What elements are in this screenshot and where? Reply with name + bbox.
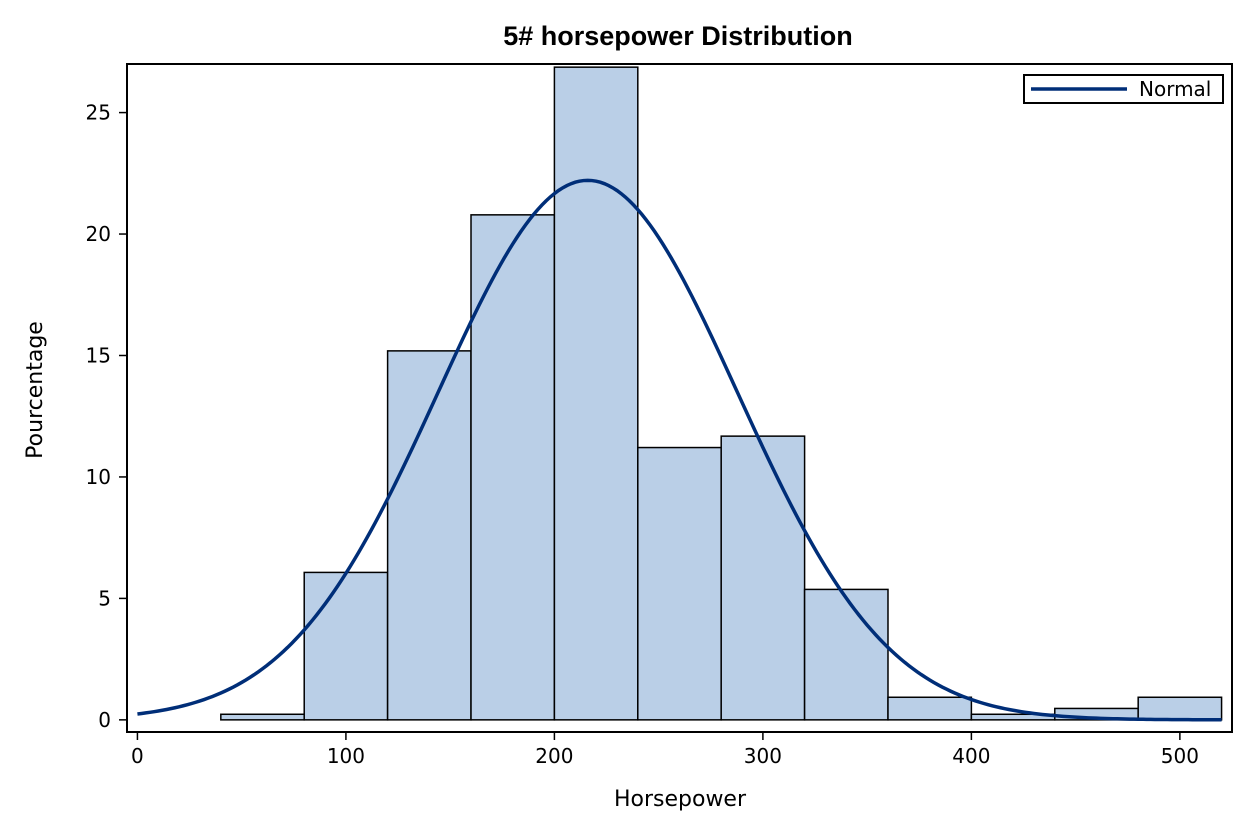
- histogram-bar-6: [720, 435, 806, 721]
- histogram-bar-3: [470, 214, 556, 721]
- x-tick-label-400: 400: [952, 744, 990, 768]
- histogram-bar-11: [1137, 696, 1223, 721]
- x-axis: 0 100 200 300 400 500: [131, 732, 1199, 768]
- histogram-bar-4: [553, 66, 639, 721]
- chart-title: 5# horsepower Distribution: [503, 21, 853, 51]
- x-tick-label-200: 200: [535, 744, 573, 768]
- x-tick-label-100: 100: [327, 744, 365, 768]
- y-tick-label-15: 15: [86, 343, 111, 367]
- y-axis-label: Pourcentage: [23, 321, 48, 459]
- histogram-bar-0: [220, 713, 305, 721]
- histogram-bar-1: [303, 571, 389, 721]
- y-tick-label-5: 5: [98, 586, 111, 610]
- legend-label-normal: Normal: [1139, 77, 1211, 101]
- bars-group: [220, 66, 1223, 721]
- histogram-bar-5: [637, 446, 722, 721]
- histogram-bar-8: [887, 696, 973, 721]
- plot-frame: [126, 63, 1233, 733]
- y-tick-label-0: 0: [98, 708, 111, 732]
- y-tick-label-20: 20: [86, 222, 111, 246]
- y-tick-label-10: 10: [86, 465, 111, 489]
- y-tick-label-25: 25: [86, 101, 111, 125]
- x-tick-label-500: 500: [1161, 744, 1199, 768]
- legend: Normal: [1023, 74, 1224, 104]
- y-axis: 0 5 10 15 20 25: [86, 101, 127, 732]
- x-tick-label-300: 300: [744, 744, 782, 768]
- normal-curve: [137, 178, 1222, 722]
- histogram-bar-2: [386, 350, 472, 721]
- histogram-bar-7: [803, 588, 889, 721]
- x-axis-label: Horsepower: [614, 787, 747, 812]
- x-tick-label-0: 0: [131, 744, 144, 768]
